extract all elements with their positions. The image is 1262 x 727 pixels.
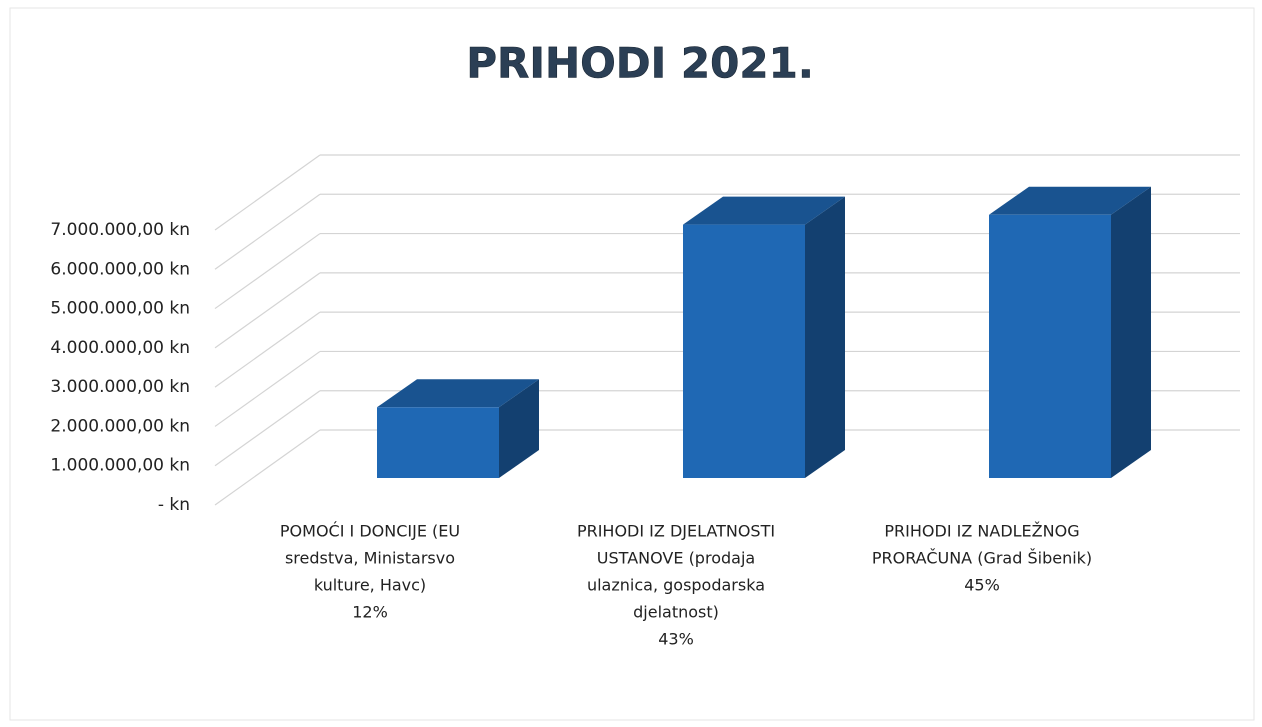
y-tick-label: 7.000.000,00 kn: [50, 220, 190, 240]
y-tick-label: 5.000.000,00 kn: [50, 299, 190, 319]
y-tick-label: 6.000.000,00 kn: [50, 259, 190, 279]
grid-line: [214, 350, 321, 427]
grid-line: [214, 154, 321, 231]
bar-top: [377, 379, 539, 408]
bar: [989, 214, 1111, 479]
x-tick-label: 43%: [658, 630, 694, 649]
bar: [683, 224, 805, 478]
grid-line: [214, 429, 321, 506]
x-tick-label: PRIHODI IZ NADLEŽNOG: [884, 522, 1079, 541]
x-tick-label: 12%: [352, 603, 388, 622]
y-tick-label: 3.000.000,00 kn: [50, 377, 190, 397]
grid-line: [214, 272, 321, 349]
x-tick-label: POMOĆI I DONCIJE (EU: [280, 522, 460, 541]
bar-side: [805, 196, 845, 478]
bar-side: [499, 379, 539, 478]
x-tick-label: PRORAČUNA (Grad Šibenik): [872, 549, 1092, 568]
bar: [377, 407, 499, 478]
y-tick-label: - kn: [158, 495, 190, 515]
x-tick-label: PRIHODI IZ DJELATNOSTI: [577, 522, 775, 541]
y-tick-label: 2.000.000,00 kn: [50, 416, 190, 436]
grid-line: [214, 311, 321, 388]
y-tick-label: 1.000.000,00 kn: [50, 456, 190, 476]
grid-line: [214, 390, 321, 467]
bar-top: [989, 186, 1151, 215]
y-tick-label: 4.000.000,00 kn: [50, 338, 190, 358]
chart-title: PRIHODI 2021.: [466, 39, 814, 88]
grid-line: [214, 193, 321, 270]
x-tick-label: kulture, Havc): [314, 576, 426, 595]
x-tick-label: ulaznica, gospodarska: [587, 576, 765, 595]
grid-line: [214, 233, 321, 310]
bar-top: [683, 196, 845, 225]
x-tick-label: USTANOVE (prodaja: [597, 549, 755, 568]
x-tick-label: 45%: [964, 576, 1000, 595]
chart-frame: [9, 7, 1255, 721]
x-tick-label: djelatnost): [633, 603, 719, 622]
x-tick-label: sredstva, Ministarsvo: [285, 549, 455, 568]
bar-side: [1111, 186, 1151, 479]
